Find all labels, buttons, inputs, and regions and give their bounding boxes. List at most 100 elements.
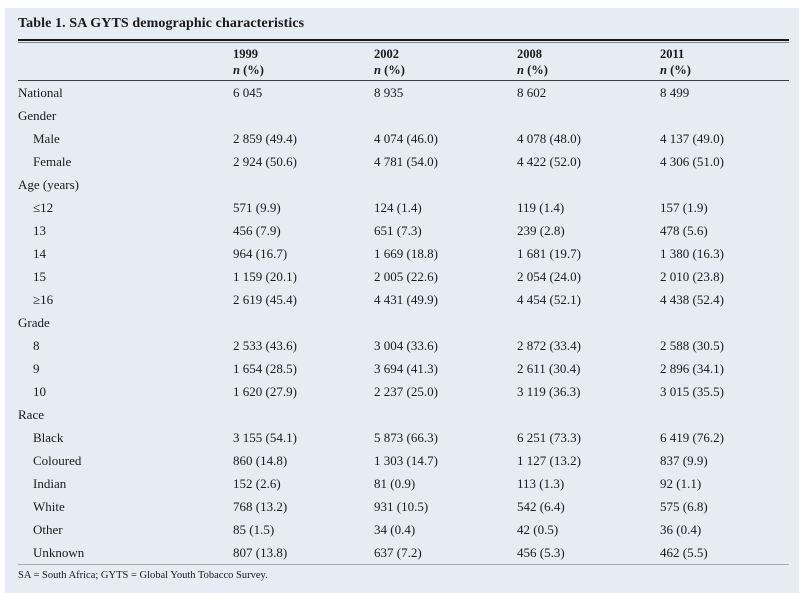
row-value: 3 119 (36.3) <box>517 384 581 399</box>
row-value: 4 781 (54.0) <box>374 154 438 169</box>
row-label: White <box>33 499 65 514</box>
row-value: 1 669 (18.8) <box>374 246 438 261</box>
table-row: 15 1 159 (20.1) 2 005 (22.6) 2 054 (24.0) 2 … <box>18 265 789 288</box>
row-value: 6 419 (76.2) <box>660 430 724 445</box>
header-label-spacer <box>18 46 233 78</box>
row-value: 860 (14.8) <box>233 453 288 468</box>
table-row: Unknown 807 (13.8) 637 (7.2) 456 (5.3) 462 (… <box>18 541 789 564</box>
row-value: 113 (1.3) <box>517 476 565 491</box>
row-value: 119 (1.4) <box>517 200 565 215</box>
table-row: Grade <box>18 311 789 334</box>
row-value: 456 (5.3) <box>517 545 565 560</box>
row-value: 1 654 (28.5) <box>233 361 297 376</box>
footnote-rule <box>18 564 789 565</box>
row-value: 152 (2.6) <box>233 476 281 491</box>
table-row: ≤12 571 (9.9) 124 (1.4) 119 (1.4) 157 (1.9) <box>18 196 789 219</box>
row-value: 157 (1.9) <box>660 200 708 215</box>
table-row: Female 2 924 (50.6) 4 781 (54.0) 4 422 (52.… <box>18 150 789 173</box>
row-value: 2 924 (50.6) <box>233 154 297 169</box>
n-label: n <box>660 63 667 77</box>
table-row: ≥16 2 619 (45.4) 4 431 (49.9) 4 454 (52.1) 4… <box>18 288 789 311</box>
row-value: 1 159 (20.1) <box>233 269 297 284</box>
n-label: n <box>517 63 524 77</box>
row-value: 4 074 (46.0) <box>374 131 438 146</box>
row-value: 478 (5.6) <box>660 223 708 238</box>
row-value: 4 137 (49.0) <box>660 131 724 146</box>
table-card: Table 1. SA GYTS demographic characteris… <box>5 8 799 593</box>
row-value: 34 (0.4) <box>374 522 416 537</box>
footnote: SA = South Africa; GYTS = Global Youth T… <box>18 570 268 581</box>
n-pct-subheader: n (%) <box>233 62 374 78</box>
row-value: 1 620 (27.9) <box>233 384 297 399</box>
header-rule <box>18 80 789 81</box>
row-value: 2 237 (25.0) <box>374 384 438 399</box>
table-row: 8 2 533 (43.6) 3 004 (33.6) 2 872 (33.4) 2 5… <box>18 334 789 357</box>
row-value: 456 (7.9) <box>233 223 281 238</box>
row-value: 768 (13.2) <box>233 499 288 514</box>
row-label: Gender <box>18 108 57 123</box>
row-value: 4 078 (48.0) <box>517 131 581 146</box>
row-label: Coloured <box>33 453 82 468</box>
table-row: Other 85 (1.5) 34 (0.4) 42 (0.5) 36 (0.4) <box>18 518 789 541</box>
pct-label: (%) <box>527 63 548 77</box>
row-value: 3 004 (33.6) <box>374 338 438 353</box>
year-label: 2011 <box>660 47 685 61</box>
row-label: ≤12 <box>33 200 54 215</box>
column-header-2008: 2008 n (%) <box>517 46 660 78</box>
row-value: 2 611 (30.4) <box>517 361 581 376</box>
row-label: 9 <box>33 361 40 376</box>
table-row: 13 456 (7.9) 651 (7.3) 239 (2.8) 478 (5.6) <box>18 219 789 242</box>
row-value: 4 438 (52.4) <box>660 292 724 307</box>
row-value: 1 127 (13.2) <box>517 453 581 468</box>
row-value: 85 (1.5) <box>233 522 275 537</box>
row-label: 8 <box>33 338 40 353</box>
year-label: 2008 <box>517 47 542 61</box>
row-value: 2 010 (23.8) <box>660 269 724 284</box>
row-label: Age (years) <box>18 177 79 192</box>
table-row: 10 1 620 (27.9) 2 237 (25.0) 3 119 (36.3) 3 … <box>18 380 789 403</box>
row-value: 2 588 (30.5) <box>660 338 724 353</box>
row-value: 4 306 (51.0) <box>660 154 724 169</box>
row-value: 6 045 <box>233 85 263 100</box>
table-row: Black 3 155 (54.1) 5 873 (66.3) 6 251 (73.3… <box>18 426 789 449</box>
column-header-2002: 2002 n (%) <box>374 46 517 78</box>
row-value: 1 303 (14.7) <box>374 453 438 468</box>
row-value: 5 873 (66.3) <box>374 430 438 445</box>
row-label: Race <box>18 407 44 422</box>
row-label: Other <box>33 522 63 537</box>
row-value: 3 015 (35.5) <box>660 384 724 399</box>
n-label: n <box>374 63 381 77</box>
row-value: 931 (10.5) <box>374 499 429 514</box>
pct-label: (%) <box>243 63 264 77</box>
row-value: 239 (2.8) <box>517 223 565 238</box>
row-value: 542 (6.4) <box>517 499 565 514</box>
row-label: 14 <box>33 246 46 261</box>
row-value: 2 533 (43.6) <box>233 338 297 353</box>
n-pct-subheader: n (%) <box>517 62 660 78</box>
n-label: n <box>233 63 240 77</box>
pct-label: (%) <box>384 63 405 77</box>
row-label: Indian <box>33 476 67 491</box>
row-value: 8 602 <box>517 85 547 100</box>
row-label: Male <box>33 131 60 146</box>
row-value: 124 (1.4) <box>374 200 422 215</box>
table-row: National 6 045 8 935 8 602 8 499 <box>18 81 789 104</box>
table-row: White 768 (13.2) 931 (10.5) 542 (6.4) 575 (6… <box>18 495 789 518</box>
row-value: 1 681 (19.7) <box>517 246 581 261</box>
table-row: Male 2 859 (49.4) 4 074 (46.0) 4 078 (48.0)… <box>18 127 789 150</box>
table-title: Table 1. SA GYTS demographic characteris… <box>18 16 305 31</box>
row-value: 837 (9.9) <box>660 453 708 468</box>
row-value: 807 (13.8) <box>233 545 288 560</box>
row-value: 8 499 <box>660 85 690 100</box>
row-value: 2 005 (22.6) <box>374 269 438 284</box>
row-label: National <box>18 85 63 100</box>
row-label: 13 <box>33 223 46 238</box>
table-row: 9 1 654 (28.5) 3 694 (41.3) 2 611 (30.4) 2 8… <box>18 357 789 380</box>
row-value: 575 (6.8) <box>660 499 708 514</box>
row-value: 571 (9.9) <box>233 200 281 215</box>
row-value: 4 454 (52.1) <box>517 292 581 307</box>
table-row: 14 964 (16.7) 1 669 (18.8) 1 681 (19.7) 1 38… <box>18 242 789 265</box>
table-row: Indian 152 (2.6) 81 (0.9) 113 (1.3) 92 (1.1) <box>18 472 789 495</box>
row-value: 4 422 (52.0) <box>517 154 581 169</box>
